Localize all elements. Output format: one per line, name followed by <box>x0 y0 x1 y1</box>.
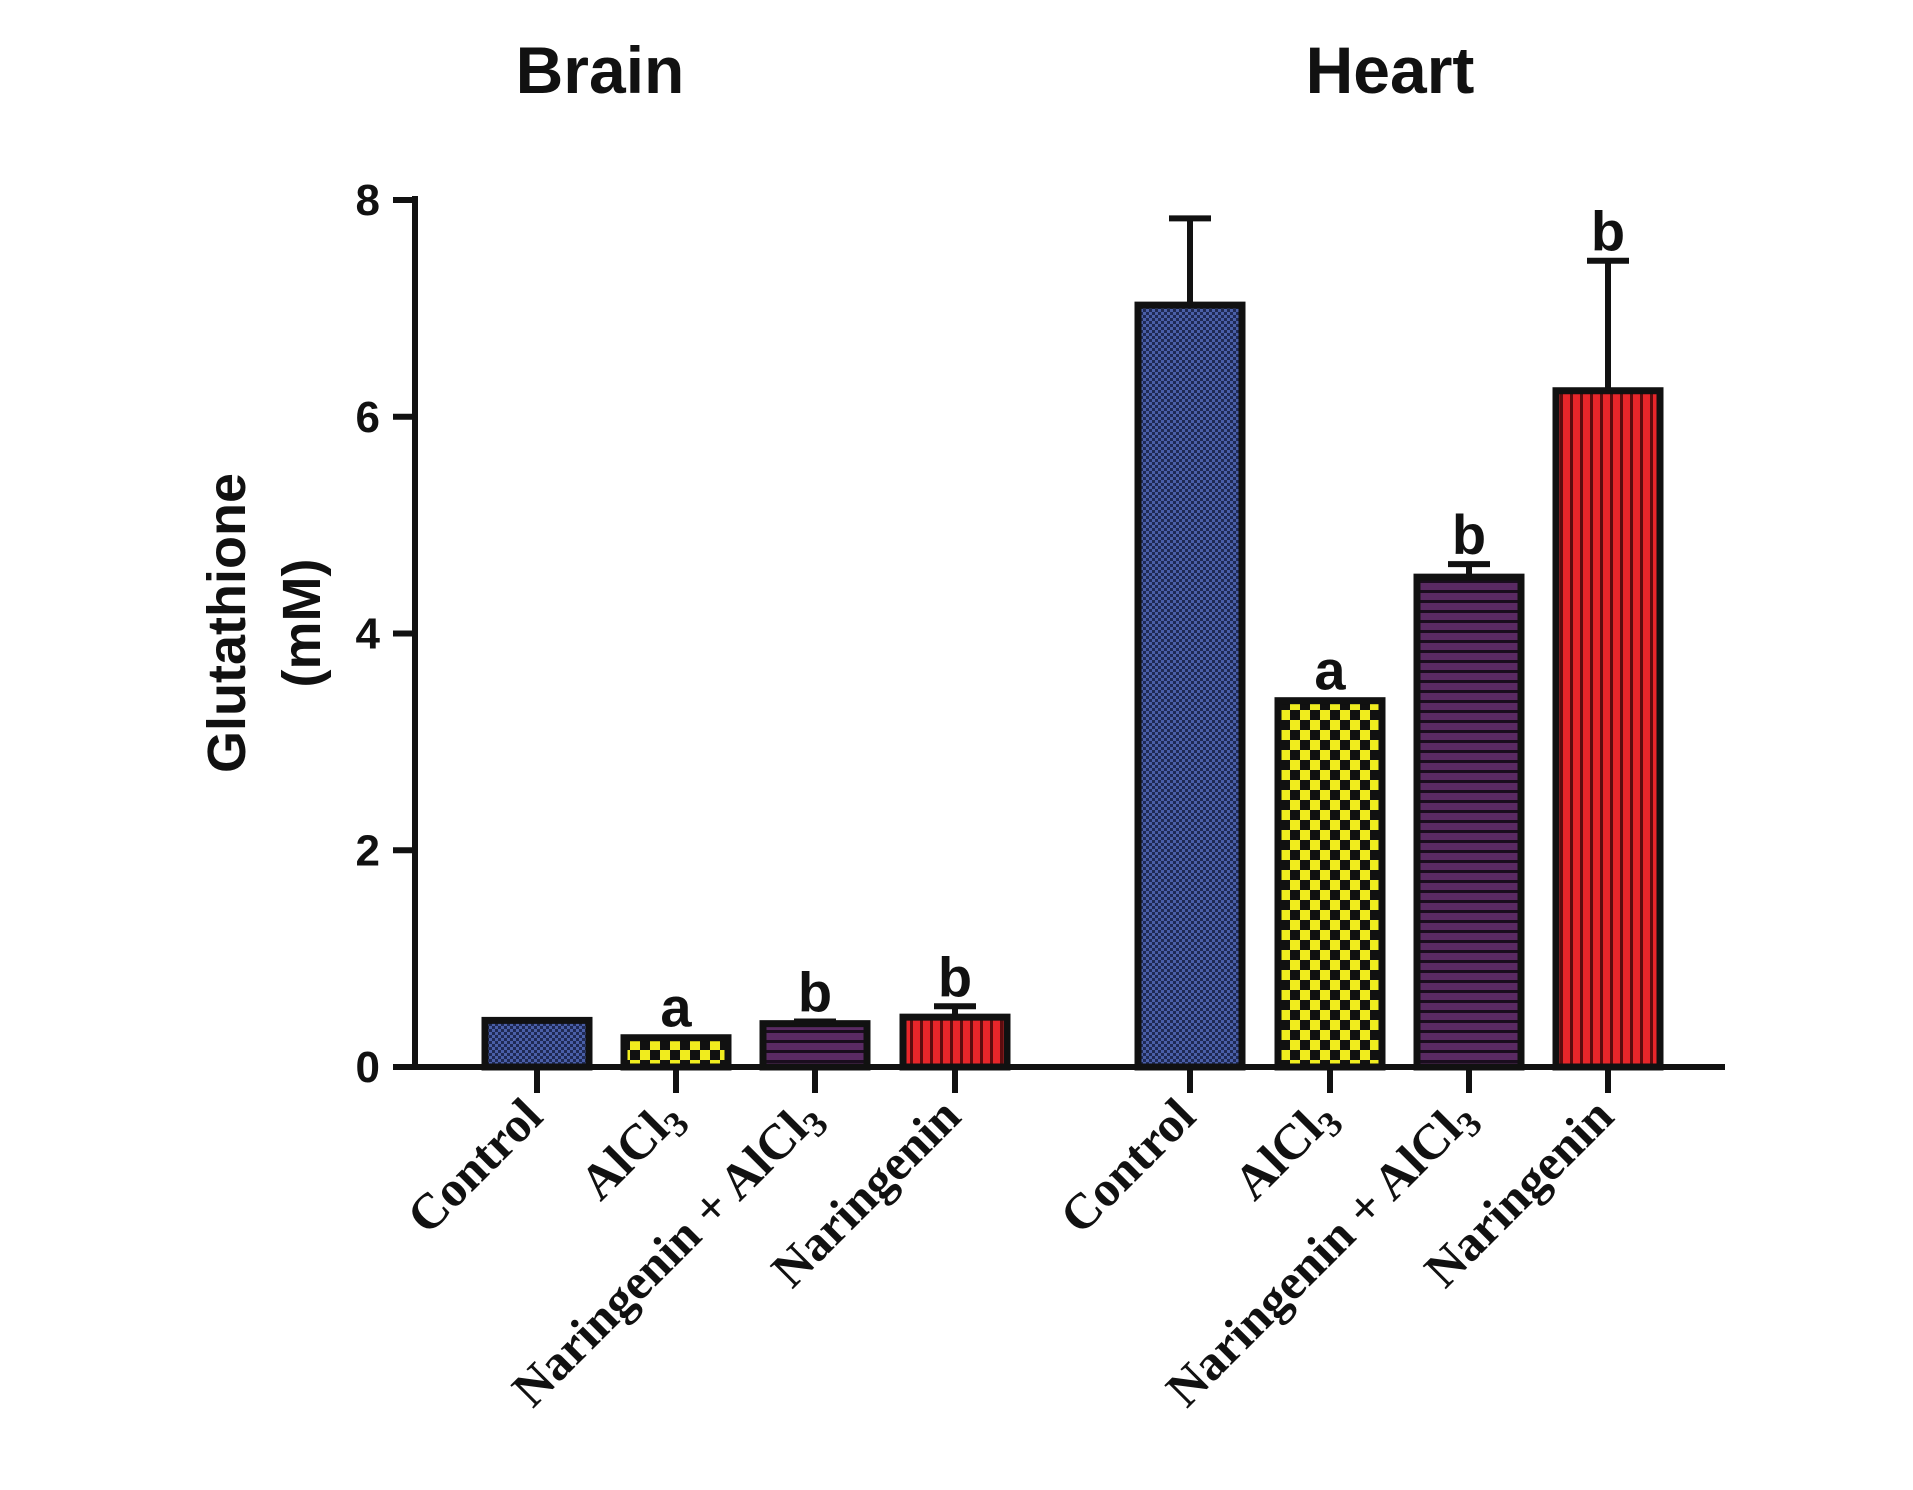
bar-heart-0 <box>1134 301 1246 1071</box>
annotation-heart-2: b <box>1452 503 1486 566</box>
y-tick-label-4: 4 <box>356 610 381 659</box>
x-label-subscript: 3 <box>795 1103 836 1144</box>
y-axis-label: Glutathione <box>197 473 257 773</box>
x-label-heart-1: AlCl3 <box>1223 1087 1351 1215</box>
x-label-brain-1: AlCl3 <box>569 1087 697 1215</box>
bar-heart-1 <box>1274 697 1386 1071</box>
x-label-subscript: 3 <box>1449 1103 1490 1144</box>
x-label-subscript: 3 <box>1310 1103 1351 1144</box>
y-axis-ticks: 0 2 4 6 8 <box>356 176 415 1092</box>
bar-brain-1 <box>620 1034 732 1071</box>
bar-heart-3 <box>1552 387 1664 1071</box>
x-label-brain-0: Control <box>396 1087 553 1244</box>
group-title-heart: Heart <box>1306 33 1475 107</box>
annotation-heart-1: a <box>1314 639 1346 702</box>
bar-brain-3 <box>899 1013 1011 1071</box>
y-tick-label-6: 6 <box>356 393 380 442</box>
bar-brain-2 <box>759 1020 871 1071</box>
bar-heart-2 <box>1413 573 1525 1071</box>
annotation-brain-1: a <box>660 976 692 1039</box>
annotation-brain-2: b <box>798 960 832 1023</box>
x-label-subscript: 3 <box>656 1103 697 1144</box>
y-tick-label-0: 0 <box>356 1043 380 1092</box>
annotation-heart-3: b <box>1591 200 1625 263</box>
annotation-brain-3: b <box>938 945 972 1008</box>
group-title-brain: Brain <box>516 33 685 107</box>
y-tick-label-8: 8 <box>356 176 380 225</box>
x-label-heart-0: Control <box>1049 1087 1206 1244</box>
bar-brain-0 <box>481 1016 593 1071</box>
y-tick-label-2: 2 <box>356 826 380 875</box>
y-axis-unit: (mM) <box>272 559 332 688</box>
